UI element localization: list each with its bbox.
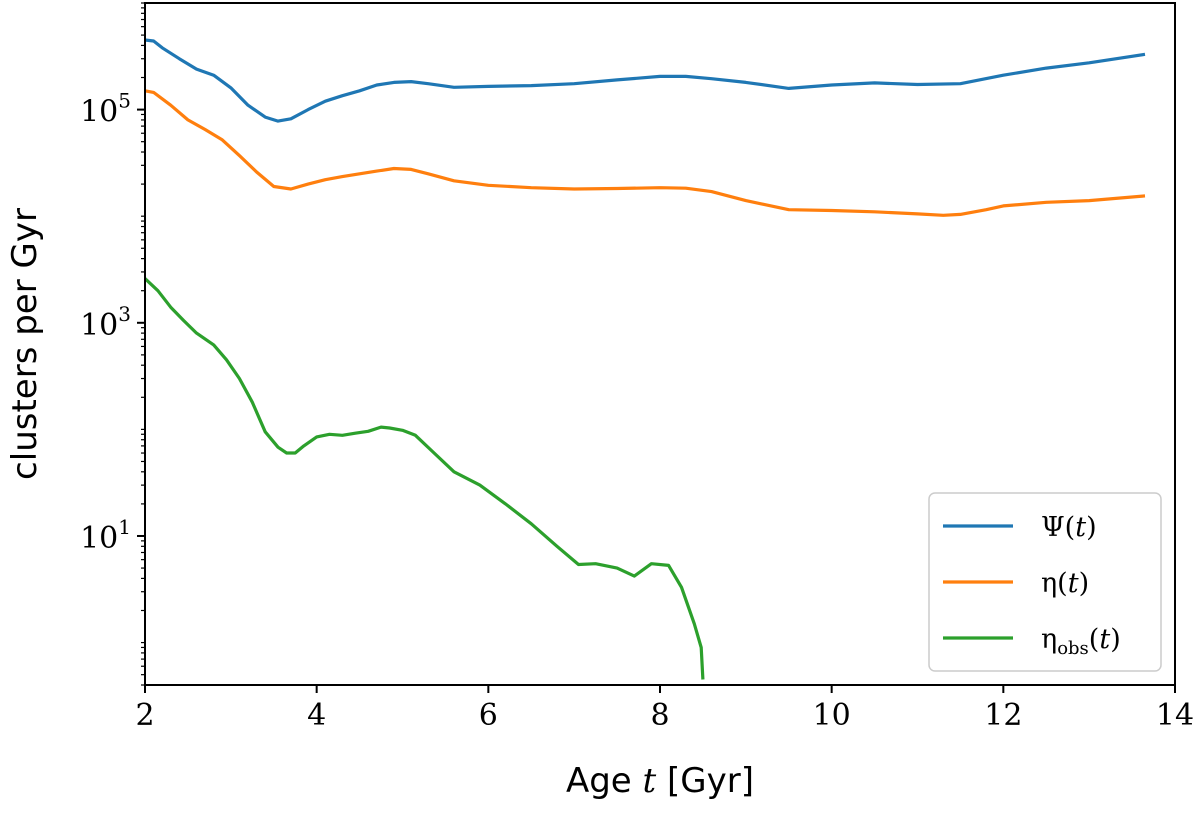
x-tick-label: 14 (1156, 698, 1194, 733)
x-axis-title: Age t [Gyr] (566, 761, 754, 801)
legend-label-1: Ψ(t) (1041, 512, 1097, 543)
x-axis: 2 4 6 8 10 12 14 (135, 685, 1194, 733)
series-line-3 (143, 277, 705, 680)
y-tick-label: 101 (80, 515, 131, 556)
series-layer (143, 38, 1146, 680)
x-tick-label: 12 (984, 698, 1022, 733)
legend: Ψ(t) η(t) ηobs(t) (928, 492, 1162, 672)
y-tick-label: 105 (80, 89, 131, 130)
legend-label-3: ηobs(t) (1041, 624, 1121, 659)
y-axis-title: clusters per Gyr (5, 208, 45, 480)
y-tick-label: 103 (80, 302, 131, 343)
x-tick-label: 4 (307, 698, 326, 733)
legend-box (928, 492, 1162, 672)
series-line-1 (144, 38, 1146, 123)
series-line-2 (144, 89, 1146, 217)
legend-label-2: η(t) (1041, 568, 1089, 599)
x-tick-label: 6 (479, 698, 498, 733)
x-axis-title-prefix: Age (566, 761, 632, 801)
y-axis: 105 103 101 (80, 2, 145, 686)
x-tick-label: 8 (650, 698, 669, 733)
x-axis-title-unit: [Gyr] (667, 761, 754, 801)
x-tick-label: 2 (135, 698, 154, 733)
x-tick-label: 10 (813, 698, 851, 733)
x-axis-title-variable: t (643, 761, 657, 801)
